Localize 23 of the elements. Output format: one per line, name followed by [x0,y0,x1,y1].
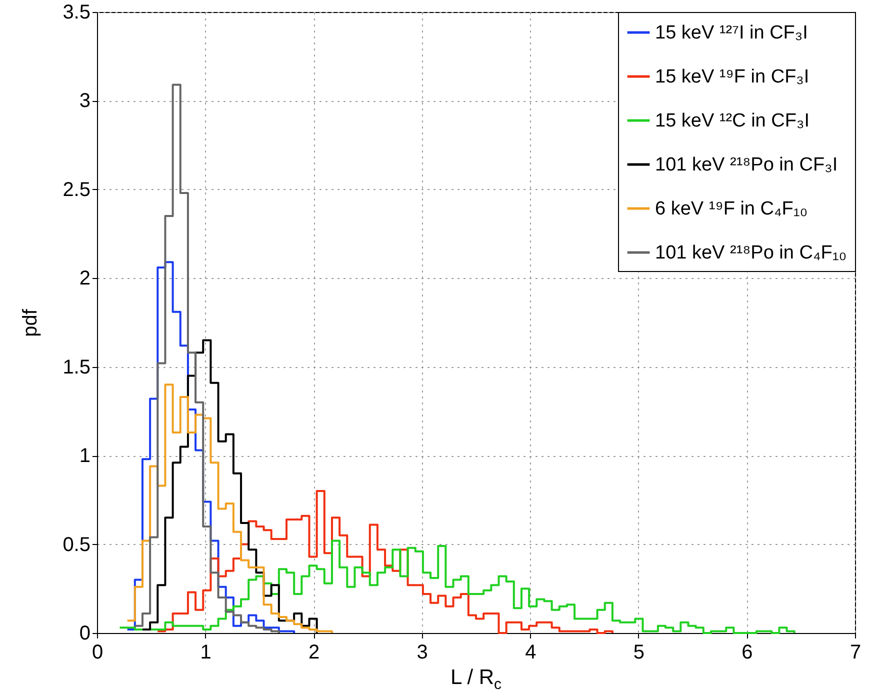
x-tick-label: 1 [200,642,212,664]
x-tick-label: 4 [525,642,536,664]
y-tick-label: 2.5 [62,178,90,201]
legend-label: 6 keV ¹⁹F in C₄F₁₀ [655,198,808,220]
y-tick-label: 0.5 [62,534,90,556]
y-tick-label: 1.5 [62,356,90,378]
legend-label: 101 keV ²¹⁸Po in C₄F₁₀ [655,242,847,264]
y-tick-label: 3 [79,90,90,112]
legend-label: 15 keV ¹²C in CF₃I [655,110,810,132]
x-tick-label: 3 [416,642,428,664]
x-tick-label: 5 [633,642,644,664]
y-tick-label: 2 [79,268,90,290]
y-axis-title: pdf [20,308,42,337]
legend-label: 15 keV ¹²⁷I in CF₃I [655,22,808,44]
y-tick-label: 1 [79,445,90,468]
y-tick-label: 0 [79,622,90,644]
legend-label: 15 keV ¹⁹F in CF₃I [655,66,810,88]
x-axis-title: L / R$_{c}$ [449,666,503,694]
x-tick-label: 7 [850,642,862,664]
y-tick-label: 3.5 [62,2,90,24]
x-tick-label: 6 [742,642,753,664]
x-tick-label: 2 [308,642,320,664]
legend-label: 101 keV ²¹⁸Po in CF₃I [655,154,838,176]
